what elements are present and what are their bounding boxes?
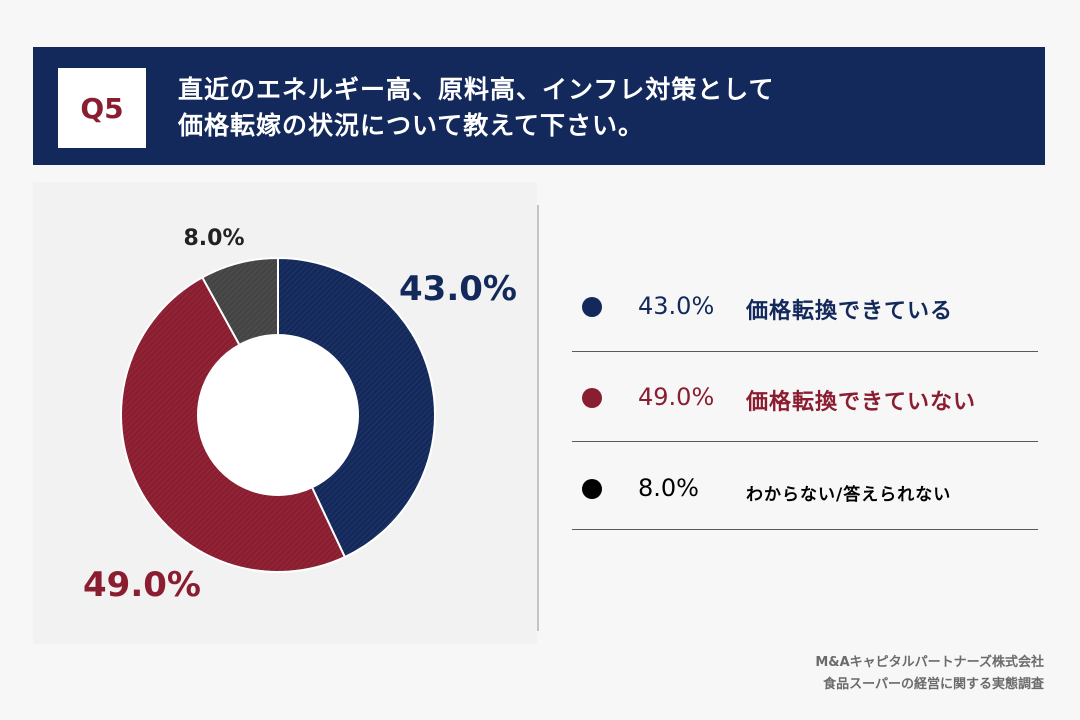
donut-slice-texture [120,277,345,573]
legend-value: 8.0% [638,474,699,502]
vertical-divider [537,205,539,631]
legend-item-2: 49.0% 価格転換できていない [572,354,1038,442]
donut-slice-texture [278,258,436,558]
question-number-badge: Q5 [58,68,146,148]
question-line-1: 直近のエネルギー高、原料高、インフレ対策として [178,75,775,104]
legend-label: 価格転換できていない [746,390,977,415]
legend-item-3: 8.0% わからない/答えられない [572,442,1038,530]
footer-company: M&Aキャピタルパートナーズ株式会社 [815,655,1044,670]
slice-value-label-2: 49.0% [83,565,201,605]
legend-dot-icon [582,479,602,499]
legend-label: わからない/答えられない [746,485,952,505]
question-line-2: 価格転嫁の状況について教えて下さい。 [178,111,645,140]
legend-separator [572,441,1038,442]
slice-value-label-3: 8.0% [183,226,244,251]
legend-value: 49.0% [638,383,715,411]
question-header [33,47,1045,165]
legend-dot-icon [582,297,602,317]
legend-separator [572,351,1038,352]
slice-value-label-1: 43.0% [399,269,517,309]
legend-dot-icon [582,388,602,408]
legend-label: 価格転換できている [746,299,954,324]
legend-separator [572,529,1038,530]
source-footer: M&Aキャピタルパートナーズ株式会社 食品スーパーの経営に関する実態調査 [815,652,1044,696]
legend-value: 43.0% [638,292,715,320]
legend-item-1: 43.0% 価格転換できている [572,264,1038,352]
donut-hole [199,336,357,494]
donut-slice-texture [202,258,278,345]
footer-survey: 食品スーパーの経営に関する実態調査 [823,677,1044,692]
question-text: 直近のエネルギー高、原料高、インフレ対策として 価格転嫁の状況について教えて下さ… [178,72,938,144]
